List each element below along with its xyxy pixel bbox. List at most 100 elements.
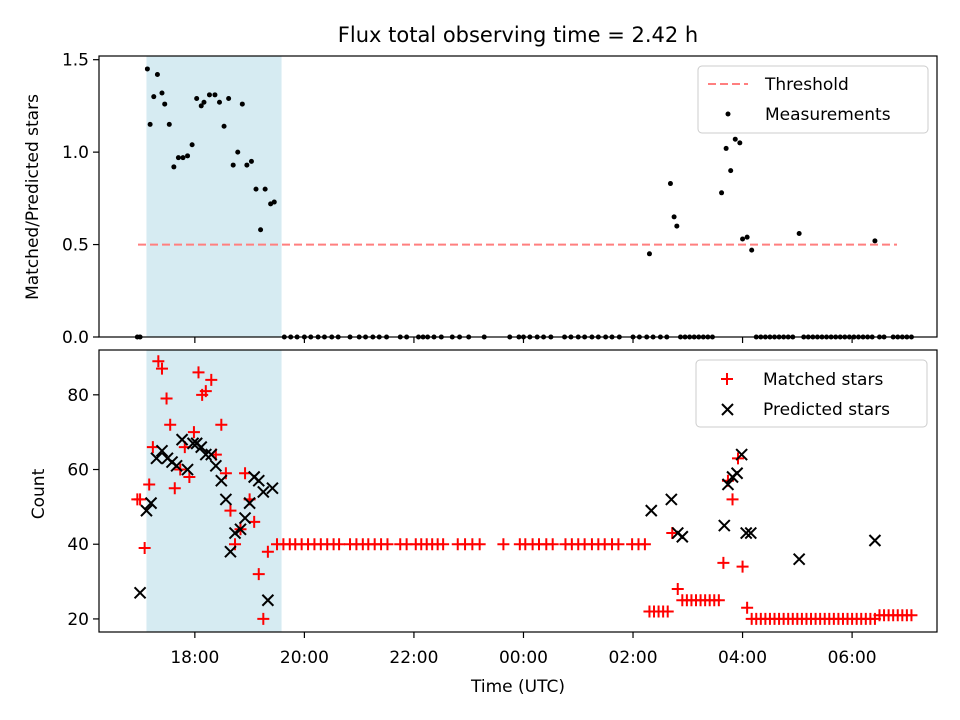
x-axis-label: Time (UTC) <box>470 677 565 697</box>
legend-measurement-swatch <box>725 111 731 117</box>
ratio-y-tick-label: 1.0 <box>62 143 89 163</box>
count-y-ticks: 20 40 60 80 <box>67 386 99 630</box>
measurement-point <box>226 96 232 102</box>
measurement-point <box>147 121 153 127</box>
measurement-point <box>674 223 680 229</box>
matched-star-point <box>155 362 168 375</box>
measurement-point <box>154 71 160 77</box>
measurement-point <box>189 142 195 148</box>
predicted-stars-points <box>133 433 882 607</box>
count-y-tick-label: 60 <box>67 461 89 481</box>
matched-star-point <box>183 470 196 483</box>
predicted-star-point <box>676 530 689 543</box>
matched-star-point <box>143 478 156 491</box>
measurement-point <box>732 136 738 142</box>
count-panel: 20 40 60 80 18:00 20:00 22:00 00:00 02:00 04:00 0… <box>29 349 938 697</box>
measurement-point <box>872 238 878 244</box>
observing-window-span <box>146 56 282 337</box>
predicted-star-point <box>199 448 213 461</box>
matched-star-point <box>138 541 151 554</box>
legend-predicted-label: Predicted stars <box>763 400 890 420</box>
measurement-point <box>151 94 157 100</box>
measurement-point <box>212 92 218 98</box>
measurement-point <box>728 168 734 174</box>
count-x-ticks: 18:00 20:00 22:00 00:00 02:00 04:00 06:00 <box>170 632 877 668</box>
predicted-star-point <box>170 459 183 472</box>
measurement-point <box>667 181 673 187</box>
predicted-star-point <box>186 437 200 450</box>
predicted-star-point <box>735 448 748 461</box>
measurement-point <box>239 101 245 107</box>
ratio-y-ticks: 0.0 0.5 1.0 1.5 <box>62 51 99 348</box>
predicted-star-point <box>155 444 169 458</box>
matched-star-point <box>473 538 486 551</box>
predicted-star-point <box>257 485 270 499</box>
measurement-point <box>258 227 264 233</box>
predicted-star-point <box>224 545 237 558</box>
ratio-legend: Threshold Measurements <box>697 65 929 134</box>
ratio-legend-box <box>697 65 929 134</box>
matched-star-point <box>726 493 739 506</box>
count-y-tick-label: 40 <box>67 535 89 555</box>
predicted-star-point <box>266 481 279 495</box>
x-tick-label: 06:00 <box>828 648 877 668</box>
measurement-point <box>206 92 212 98</box>
matched-star-point <box>712 594 725 607</box>
count-legend: Matched stars Predicted stars <box>695 359 928 428</box>
predicted-star-point <box>234 523 247 536</box>
legend-measurement-label: Measurements <box>765 105 891 125</box>
measurement-point <box>180 155 186 161</box>
matched-star-point <box>638 538 651 551</box>
predicted-star-point <box>252 474 265 487</box>
predicted-star-point <box>215 474 228 487</box>
predicted-star-point <box>718 519 731 532</box>
measurement-point <box>198 103 204 109</box>
measurement-point <box>744 234 750 240</box>
predicted-star-point <box>261 594 275 607</box>
predicted-star-point <box>868 534 882 547</box>
legend-matched-label: Matched stars <box>763 370 883 390</box>
predicted-star-point <box>195 440 208 454</box>
measurement-point <box>719 190 725 196</box>
matched-star-point <box>152 355 165 368</box>
matched-star-point <box>164 418 177 431</box>
matched-star-point <box>717 556 730 569</box>
matched-stars-points <box>131 355 918 625</box>
measurement-point <box>175 155 181 161</box>
measurement-point <box>159 90 165 96</box>
matched-star-point <box>187 426 200 439</box>
measurement-point <box>796 230 802 236</box>
measurement-point <box>749 247 755 253</box>
x-tick-label: 02:00 <box>609 648 658 668</box>
predicted-star-point <box>730 467 744 480</box>
matched-star-point <box>261 545 274 558</box>
measurement-point <box>144 66 150 72</box>
measurement-point <box>723 145 729 151</box>
measurement-point <box>737 140 743 146</box>
matched-star-point <box>199 385 212 398</box>
measurement-point <box>248 158 254 164</box>
observing-window-span <box>146 350 282 632</box>
ratio-y-axis-label: Matched/Predicted stars <box>23 94 43 300</box>
ratio-x-ticks <box>194 337 853 343</box>
predicted-star-point <box>665 493 678 506</box>
x-tick-label: 18:00 <box>170 648 219 668</box>
matched-star-point <box>381 538 394 551</box>
predicted-star-point <box>645 504 658 517</box>
ratio-y-tick-label: 0.0 <box>62 328 89 348</box>
matched-star-point <box>666 527 679 540</box>
legend-predicted-swatch <box>721 403 734 416</box>
matched-star-point <box>333 538 346 551</box>
measurement-point <box>201 99 207 105</box>
predicted-star-point <box>792 552 806 566</box>
matched-star-point <box>612 538 625 551</box>
measurement-point <box>253 186 259 192</box>
matched-star-point <box>671 583 684 596</box>
x-tick-label: 20:00 <box>280 648 329 668</box>
legend-threshold-label: Threshold <box>764 75 849 95</box>
matched-star-point <box>741 601 754 614</box>
measurement-point <box>230 162 236 168</box>
predicted-star-point <box>744 526 757 540</box>
predicted-star-point <box>238 511 252 525</box>
predicted-star-point <box>133 586 147 599</box>
